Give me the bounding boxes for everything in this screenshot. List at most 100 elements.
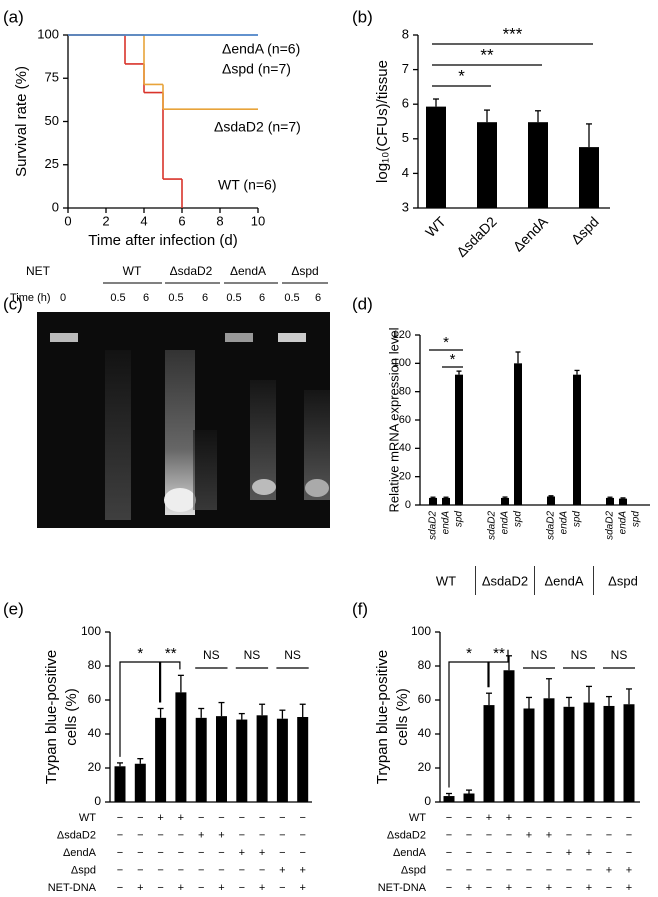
- condition-sign: −: [218, 847, 224, 859]
- panel-label: (c): [3, 294, 23, 313]
- lane-time: 0: [60, 292, 66, 304]
- condition-sign: +: [606, 864, 612, 876]
- condition-sign: −: [466, 847, 472, 859]
- bar: [442, 497, 450, 505]
- condition-sign: +: [279, 864, 285, 876]
- ns-label: NS: [284, 648, 301, 662]
- condition-label: ΔendA: [393, 847, 427, 859]
- condition-sign: −: [466, 829, 472, 841]
- panel-label: (e): [3, 599, 24, 618]
- y-axis-label: Trypan blue-positive: [43, 650, 60, 785]
- significance-bracket: [448, 661, 489, 788]
- bar: [443, 796, 455, 802]
- condition-sign: −: [526, 864, 532, 876]
- panel-label: (f): [352, 599, 368, 618]
- condition-sign: −: [117, 864, 123, 876]
- series-label: spd: [572, 511, 583, 528]
- bar: [606, 497, 614, 505]
- lane-time: 0.5: [110, 292, 125, 304]
- y-tick-label: 80: [418, 658, 432, 672]
- bar: [297, 717, 309, 802]
- bar: [503, 670, 515, 802]
- condition-sign: −: [299, 812, 305, 824]
- y-tick-label: 7: [402, 61, 409, 76]
- condition-sign: −: [157, 864, 163, 876]
- gel-image: [37, 312, 330, 528]
- condition-sign: +: [218, 829, 224, 841]
- y-tick-label: 100: [81, 624, 101, 638]
- condition-sign: −: [566, 864, 572, 876]
- bar: [236, 719, 248, 802]
- y-tick-label: 60: [88, 692, 102, 706]
- y-tick-label: 60: [399, 414, 411, 426]
- condition-sign: −: [218, 864, 224, 876]
- condition-sign: −: [299, 847, 305, 859]
- condition-sign: −: [239, 882, 245, 894]
- x-tick-label: Δspd: [568, 213, 602, 247]
- condition-sign: −: [586, 864, 592, 876]
- lane-time: 0.5: [284, 292, 299, 304]
- bar: [114, 766, 126, 802]
- condition-sign: −: [606, 882, 612, 894]
- panel-label: (a): [3, 7, 24, 26]
- y-tick-label: 5: [402, 130, 409, 145]
- y-tick-label: 25: [45, 156, 59, 171]
- series-label: spd: [513, 511, 524, 528]
- lane-time: 6: [315, 292, 321, 304]
- condition-sign: −: [446, 882, 452, 894]
- condition-sign: −: [239, 812, 245, 824]
- condition-sign: −: [606, 812, 612, 824]
- y-tick-label: 40: [399, 442, 411, 454]
- bar: [483, 705, 495, 802]
- condition-sign: −: [526, 847, 532, 859]
- condition-sign: −: [239, 864, 245, 876]
- ns-label: NS: [531, 648, 548, 662]
- significance-label: *: [443, 334, 449, 351]
- condition-label: ΔendA: [63, 847, 97, 859]
- condition-sign: −: [117, 882, 123, 894]
- series-label: sdaD2: [428, 511, 439, 540]
- condition-sign: −: [566, 882, 572, 894]
- lane-group-label: ΔsdaD2: [170, 264, 213, 278]
- bar: [216, 716, 227, 802]
- bar: [579, 147, 599, 208]
- condition-sign: +: [486, 812, 492, 824]
- condition-sign: −: [117, 829, 123, 841]
- bar: [603, 705, 615, 802]
- condition-sign: −: [259, 829, 265, 841]
- bar: [477, 122, 497, 208]
- x-tick-label: ΔsdaD2: [482, 573, 528, 588]
- panel-label: (d): [352, 294, 373, 313]
- lane-time: 0.5: [226, 292, 241, 304]
- condition-sign: −: [526, 812, 532, 824]
- ns-label: NS: [244, 648, 261, 662]
- x-tick-label: Δspd: [608, 573, 638, 588]
- condition-sign: −: [506, 829, 512, 841]
- bar: [501, 497, 509, 505]
- significance-bracket: [160, 661, 181, 703]
- condition-label: Δspd: [401, 864, 426, 876]
- y-axis-label: cells (%): [63, 688, 80, 746]
- condition-sign: +: [586, 882, 592, 894]
- x-tick-label: ΔsdaD2: [453, 213, 500, 260]
- condition-sign: +: [546, 829, 552, 841]
- condition-sign: +: [586, 847, 592, 859]
- significance-label: **: [165, 645, 177, 662]
- y-tick-label: 4: [402, 165, 409, 180]
- y-tick-label: 75: [45, 70, 59, 85]
- significance-label: ***: [503, 24, 523, 43]
- condition-sign: −: [546, 864, 552, 876]
- condition-sign: −: [259, 864, 265, 876]
- condition-sign: −: [486, 864, 492, 876]
- y-tick-label: 40: [418, 726, 432, 740]
- y-tick-label: 80: [399, 386, 411, 398]
- bar: [523, 708, 535, 802]
- condition-sign: −: [198, 812, 204, 824]
- condition-sign: −: [466, 864, 472, 876]
- condition-sign: −: [486, 882, 492, 894]
- condition-sign: −: [137, 829, 143, 841]
- condition-sign: −: [486, 847, 492, 859]
- condition-label: Δspd: [71, 864, 96, 876]
- y-tick-label: 8: [402, 26, 409, 41]
